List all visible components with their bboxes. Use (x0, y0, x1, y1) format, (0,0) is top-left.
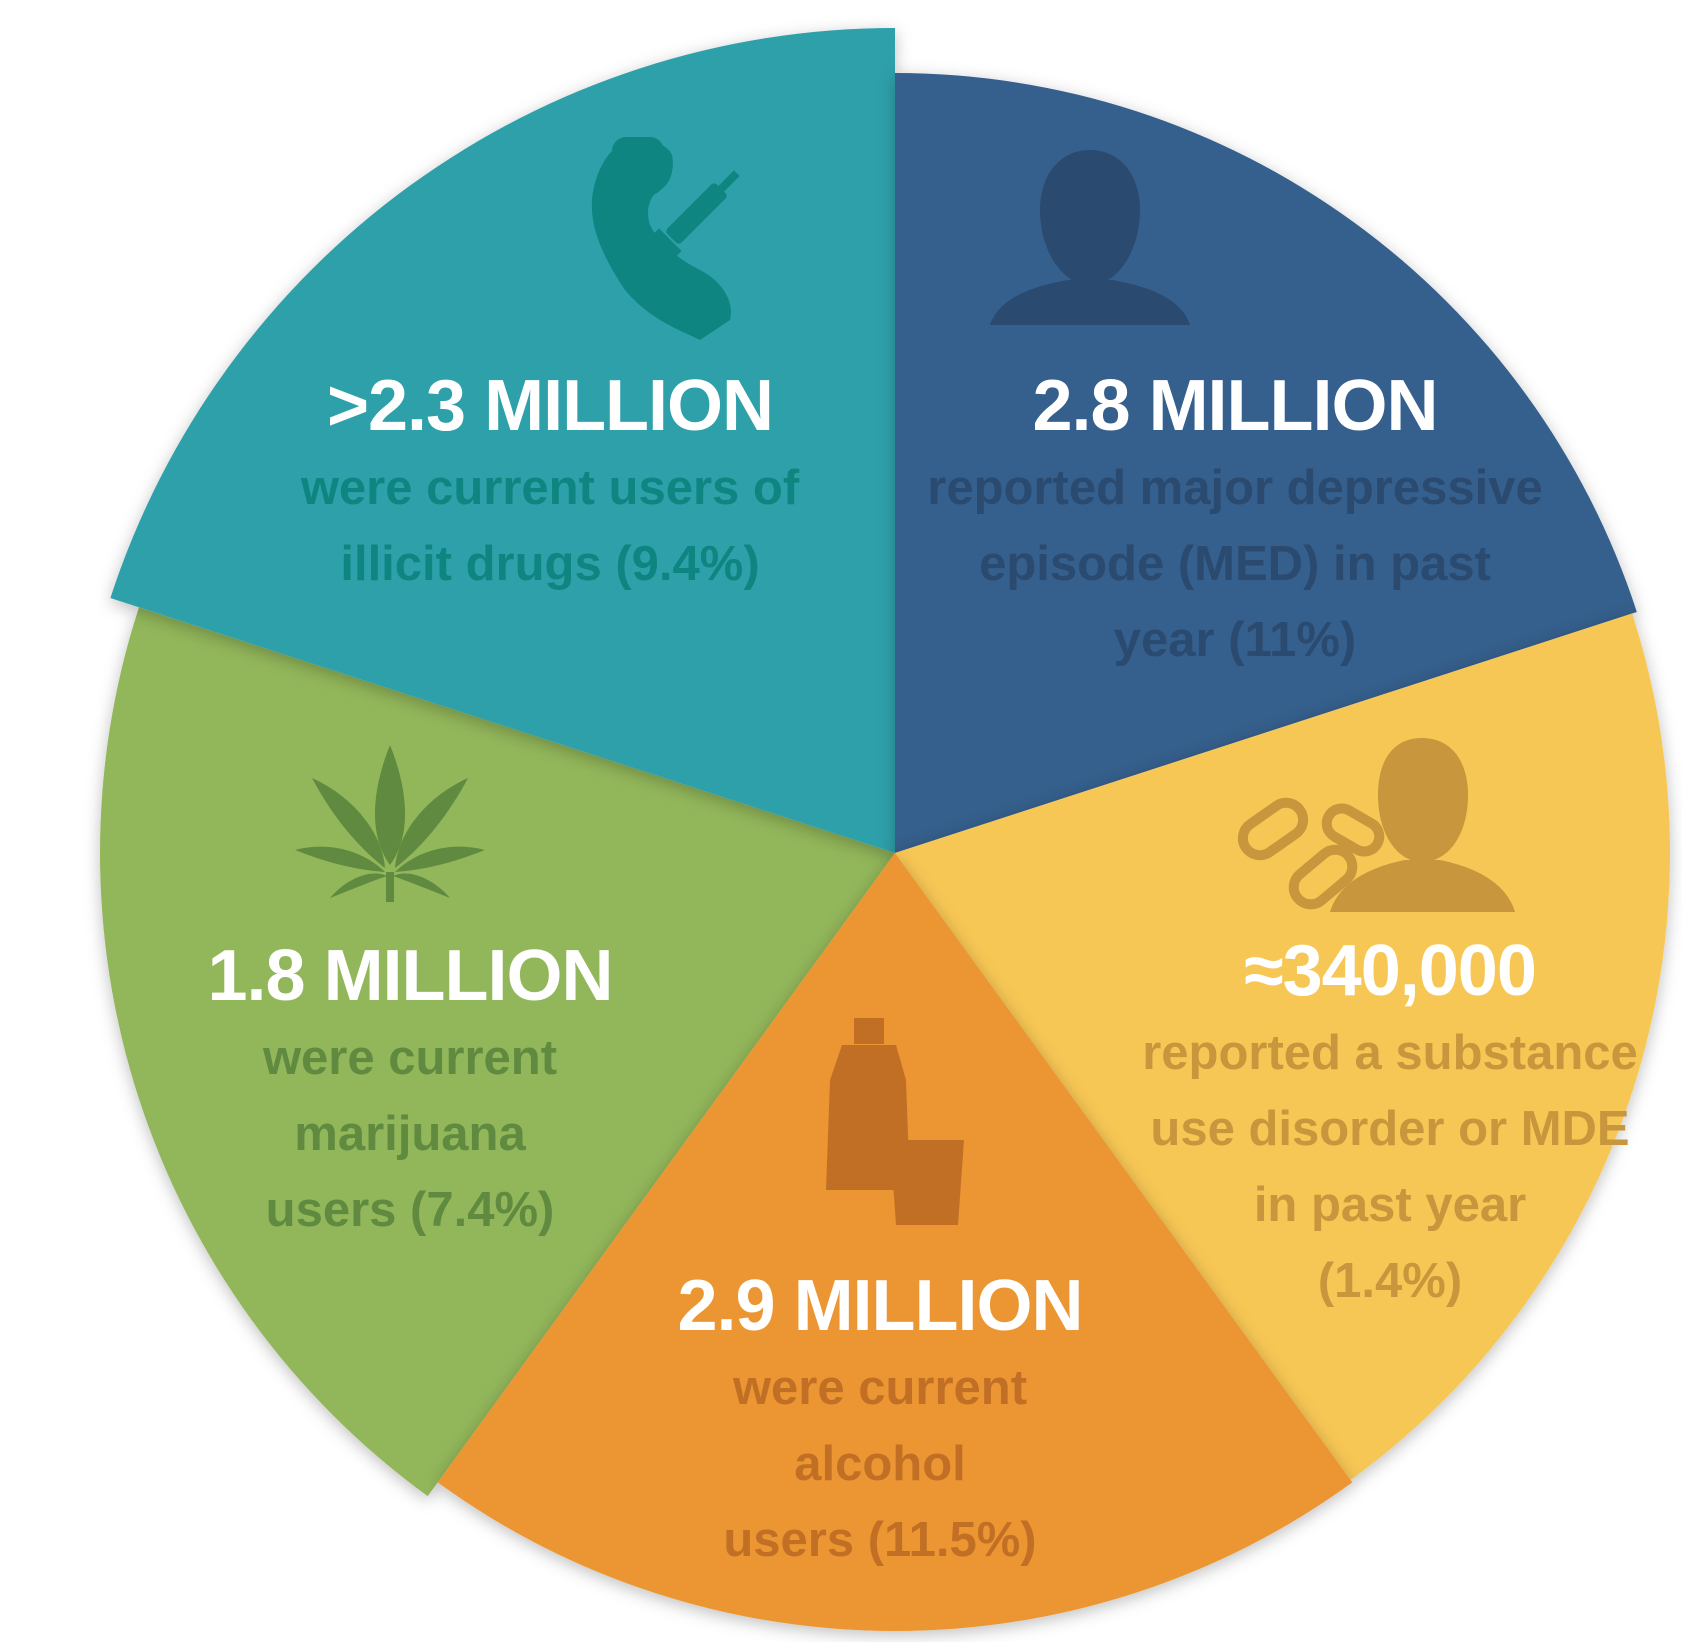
description: were current users of illicit drugs (9.4… (260, 450, 840, 602)
description-line: episode (MED) in past (979, 537, 1491, 591)
description-line: alcohol (794, 1437, 966, 1491)
description-line: marijuana (294, 1107, 526, 1161)
description-line: were current (732, 1361, 1028, 1415)
cannabis-leaf-icon (295, 745, 485, 902)
description: reported a substance use disorder or MDE… (1110, 1015, 1670, 1319)
stat-marijuana: 1.8 MILLION were current marijuana users… (140, 940, 680, 1248)
slice-sud-mde (895, 613, 1671, 1480)
slice-illicit-drugs (110, 28, 896, 853)
description: reported major depressive episode (MED) … (890, 450, 1580, 678)
description-line: users (7.4%) (265, 1183, 555, 1237)
headline: >2.3 MILLION (326, 366, 774, 446)
headline: 1.8 MILLION (207, 936, 613, 1016)
person-silhouette-icon (990, 150, 1190, 325)
stat-depression: 2.8 MILLION reported major depressive ep… (890, 370, 1580, 678)
description-line: users (11.5%) (723, 1513, 1037, 1567)
headline: 2.9 MILLION (677, 1266, 1083, 1346)
bottle-glass-icon (826, 1018, 964, 1225)
stat-sud-mde: ≈340,000 reported a substance use disord… (1110, 935, 1670, 1319)
description-line: in past year (1253, 1178, 1527, 1232)
description-line: reported major depressive (927, 461, 1543, 515)
description-line: (1.4%) (1317, 1254, 1463, 1308)
slice-marijuana (100, 607, 895, 1497)
description-line: reported a substance (1142, 1026, 1638, 1080)
description-line: were current users of (300, 461, 800, 515)
headline: 2.8 MILLION (1032, 366, 1438, 446)
headline: ≈340,000 (1244, 931, 1537, 1011)
description-line: illicit drugs (9.4%) (340, 537, 760, 591)
stat-illicit-drugs: >2.3 MILLION were current users of illic… (260, 370, 840, 602)
description-line: use disorder or MDE (1150, 1102, 1630, 1156)
description-line: were current (262, 1031, 558, 1085)
slice-alcohol (437, 853, 1353, 1632)
description-line: year (11%) (1113, 613, 1357, 667)
description: were current marijuana users (7.4%) (140, 1020, 680, 1248)
arm-syringe-icon (591, 137, 740, 340)
description: were current alcohol users (11.5%) (580, 1350, 1180, 1578)
pills-person-icon (1237, 738, 1515, 912)
stat-alcohol: 2.9 MILLION were current alcohol users (… (580, 1270, 1180, 1578)
